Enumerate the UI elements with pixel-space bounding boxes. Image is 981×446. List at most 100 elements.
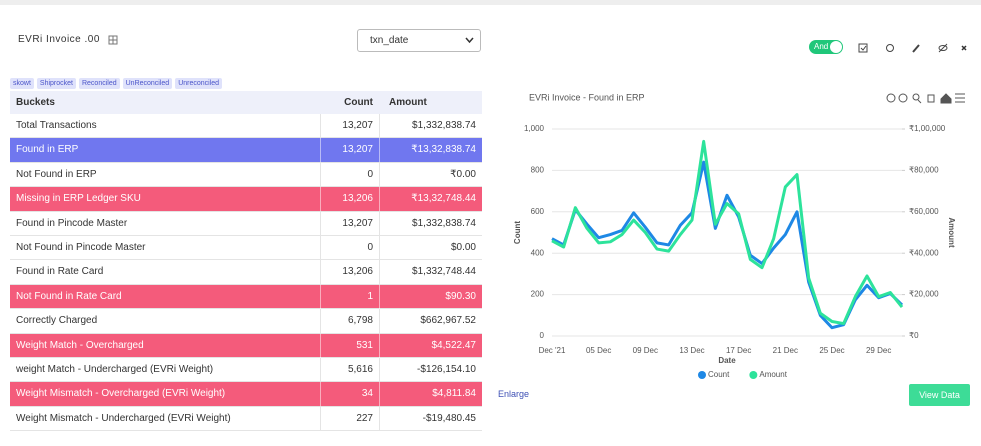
y2-axis-title: Amount <box>947 217 956 248</box>
table-cell: 6,798 <box>320 309 379 334</box>
enlarge-link[interactable]: Enlarge <box>498 389 530 399</box>
table-row: Missing in ERP Ledger SKU 13,206 ₹13,32,74… <box>10 187 482 212</box>
table-cell: $1,332,838.74 <box>379 211 482 236</box>
y-axis-title: Count <box>513 221 522 244</box>
table-cell: $4,522.47 <box>379 333 482 358</box>
x-tick-label: Dec '21 <box>539 346 566 355</box>
y-tick-label: 0 <box>540 331 545 340</box>
table-cell: $662,967.52 <box>379 309 482 334</box>
table-cell: 13,206 <box>320 187 379 212</box>
table-row: Weight Mismatch - Overcharged (EVRi Weig… <box>10 382 482 407</box>
y2-tick-label: ₹0 <box>909 331 919 340</box>
toggle[interactable]: And <box>809 40 843 54</box>
table-cell: Weight Match - Overcharged <box>16 339 144 351</box>
date-select[interactable]: txn_date <box>357 29 481 52</box>
table-row: Weight Match - Overcharged 531 $4,522.47 <box>10 333 482 358</box>
legend-marker <box>749 371 758 379</box>
table-row: weight Match - Undercharged (EVRi Weight… <box>10 358 482 383</box>
table-row: Not Found in Pincode Master 0 $0.00 <box>10 236 482 261</box>
tag: Shiprocket <box>36 78 76 89</box>
tag: Unreconciled <box>175 78 223 89</box>
legend-label: Amount <box>759 370 787 379</box>
table-cell: Missing in ERP Ledger SKU <box>16 193 141 205</box>
table-row: Found in ERP 13,207 ₹13,32,838.74 <box>10 138 482 163</box>
y-tick-label: 200 <box>531 290 545 299</box>
y2-tick-label: ₹20,000 <box>909 290 939 299</box>
y-tick-label: 600 <box>531 207 545 216</box>
table-cell: Not Found in ERP <box>16 168 97 180</box>
table-cell: $4,811.84 <box>379 382 482 407</box>
table-cell: Correctly Charged <box>16 315 98 327</box>
table-cell: 0 <box>320 236 379 260</box>
column-header: Buckets <box>16 97 55 108</box>
table-row: Not Found in ERP 0 ₹0.00 <box>10 162 482 188</box>
tags: skowt Shiprocket Reconciled UnReconciled Unr… <box>10 72 225 90</box>
table-cell: $90.30 <box>379 284 482 309</box>
y2-tick-label: ₹80,000 <box>909 166 939 175</box>
toggle-label: And <box>814 42 829 51</box>
y2-tick-label: ₹40,000 <box>909 248 939 257</box>
tag: UnReconciled <box>122 78 173 89</box>
x-tick-label: 13 Dec <box>679 346 704 355</box>
table-cell: 1 <box>320 284 379 309</box>
table-cell: 0 <box>320 162 379 187</box>
table-row: Found in Rate Card 13,206 $1,332,748.44 <box>10 260 482 285</box>
table-row: Not Found in Rate Card 1 $90.30 <box>10 284 482 310</box>
chart: EVRi Invoice - Found in ERP 0 200 400 600 80… <box>513 92 965 379</box>
x-tick-label: 21 Dec <box>773 346 798 355</box>
grid-icon[interactable] <box>108 35 118 45</box>
table-cell: ₹0.00 <box>379 162 482 187</box>
table-cell: weight Match - Undercharged (EVRi Weight… <box>16 364 214 375</box>
table-cell: 5,616 <box>320 358 379 382</box>
y-tick-label: 800 <box>531 166 545 175</box>
toolbar-icons[interactable] <box>855 41 975 55</box>
tag: skowt <box>10 78 34 89</box>
table-cell: Found in ERP <box>16 144 79 156</box>
table-header: Buckets Count Amount <box>10 91 482 114</box>
table-cell: $1,332,838.74 <box>379 114 482 138</box>
line-series <box>551 139 904 326</box>
table-cell: 13,207 <box>320 138 379 163</box>
table-cell: 13,207 <box>320 211 379 236</box>
table-cell: 13,207 <box>320 114 379 138</box>
table-cell: 34 <box>320 382 379 407</box>
y-tick-label: 400 <box>531 248 545 257</box>
y2-tick-label: ₹1,00,000 <box>909 124 946 133</box>
view-data-button[interactable]: View Data <box>909 384 970 406</box>
y2-tick-label: ₹60,000 <box>909 207 939 216</box>
column-header: Amount <box>389 97 427 108</box>
table: Buckets Count Amount Total Transactions 13,2… <box>10 91 482 446</box>
table-cell: -$19,480.45 <box>379 406 482 431</box>
table-row: Correctly Charged 6,798 $662,967.52 <box>10 309 482 334</box>
table-cell: 13,206 <box>320 260 379 285</box>
table-cell: $1,332,748.44 <box>379 260 482 285</box>
table-cell: Found in Rate Card <box>16 266 104 278</box>
table-cell: Weight Mismatch - Overcharged (EVRi Weig… <box>16 388 226 400</box>
table-cell: Found in Pincode Master <box>16 217 128 229</box>
table-cell: Total Transactions <box>16 120 97 131</box>
select-value: txn_date <box>370 35 409 46</box>
table-cell: Not Found in Pincode Master <box>16 242 146 253</box>
column-header: Count <box>344 97 373 108</box>
table-cell: Not Found in Rate Card <box>16 290 122 302</box>
chart-title: EVRi Invoice - Found in ERP <box>529 92 645 102</box>
table-cell: 531 <box>320 333 379 358</box>
chevron <box>465 37 474 44</box>
line-series <box>551 160 904 330</box>
table-cell: $0.00 <box>379 236 482 260</box>
toggle-knob <box>830 41 842 53</box>
x-tick-label: 09 Dec <box>633 346 658 355</box>
legend-marker <box>698 371 706 379</box>
x-tick-label: 05 Dec <box>586 346 611 355</box>
table-row: Weight Mismatch - Undercharged (EVRi Wei… <box>10 406 482 432</box>
x-tick-label: 29 Dec <box>866 346 891 355</box>
x-tick-label: 25 Dec <box>819 346 844 355</box>
page-title: EVRi Invoice .00 <box>18 34 100 45</box>
top-bar <box>0 0 981 5</box>
chart-tools[interactable] <box>886 93 965 104</box>
table-cell: Weight Mismatch - Undercharged (EVRi Wei… <box>16 412 231 424</box>
legend-label: Count <box>708 370 730 379</box>
table-row: Found in Pincode Master 13,207 $1,332,838.… <box>10 211 482 236</box>
x-axis-title: Date <box>718 356 736 365</box>
